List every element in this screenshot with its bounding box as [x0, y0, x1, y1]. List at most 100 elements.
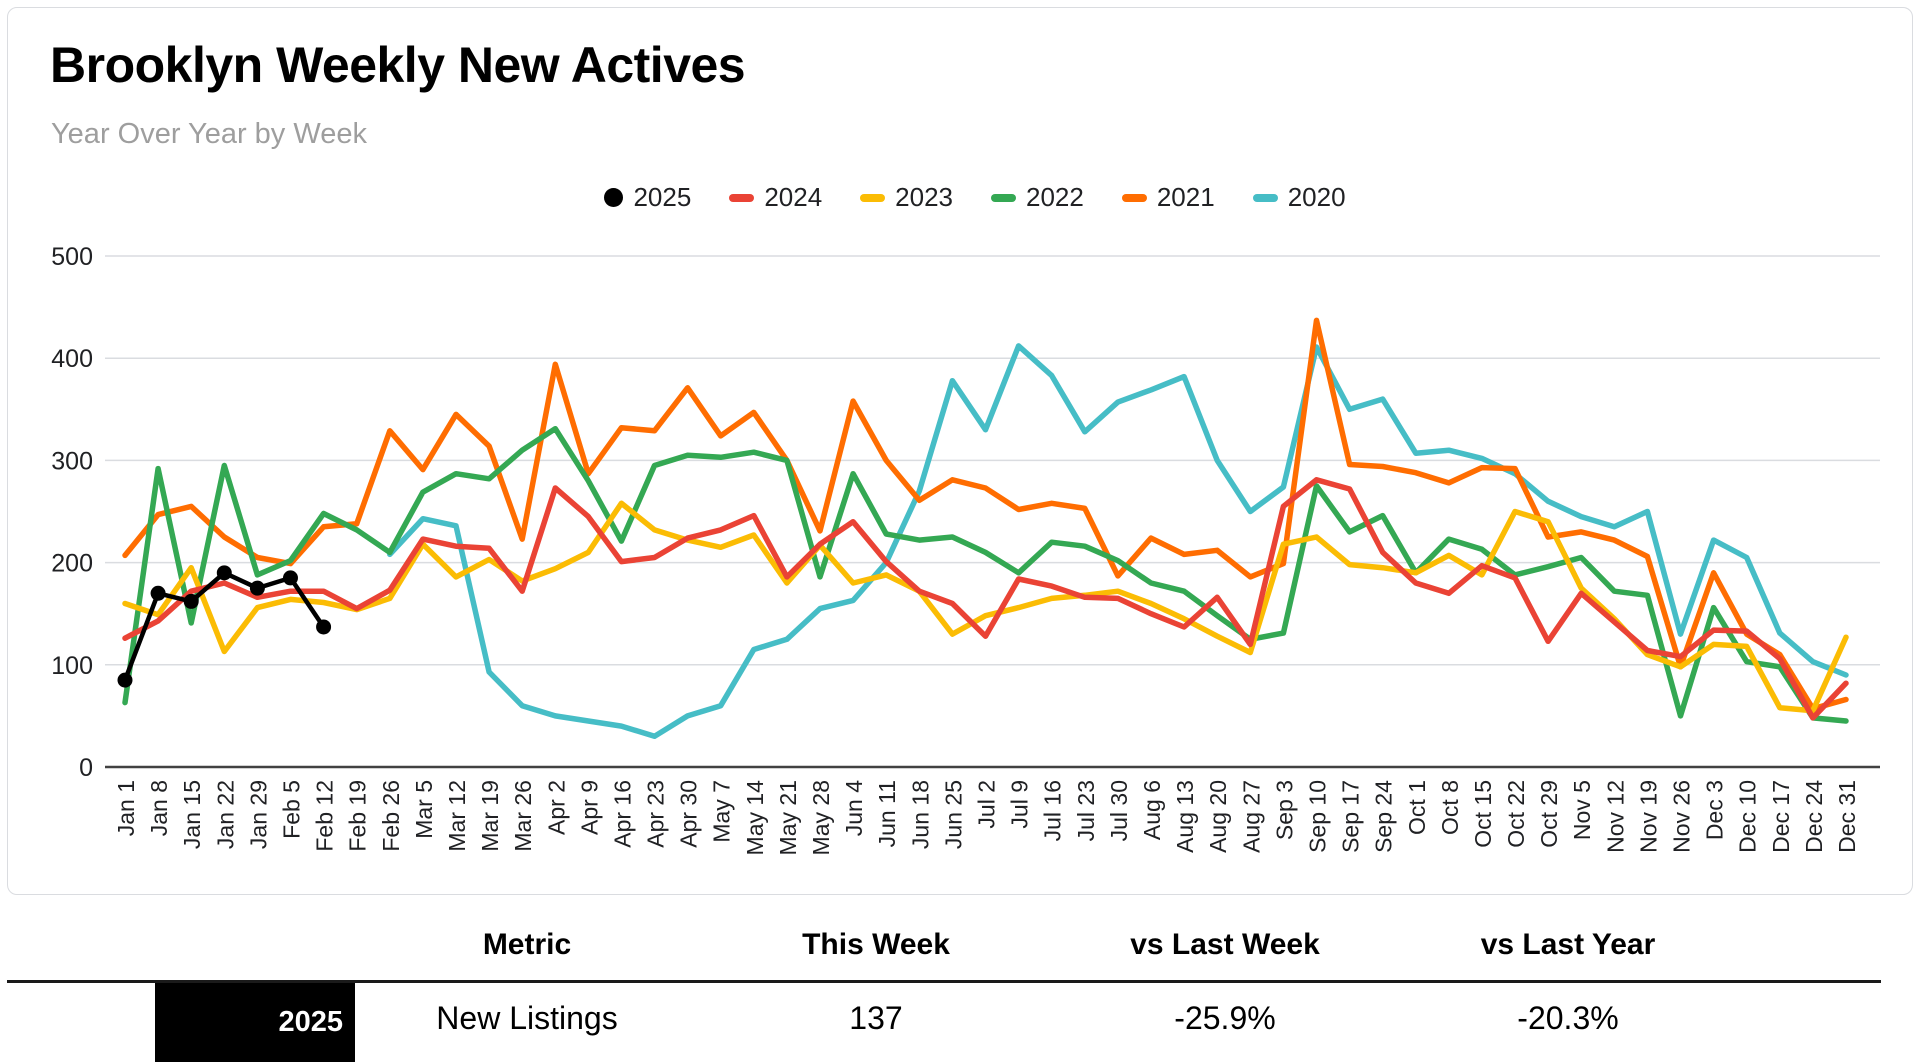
x-tick-label-feb-19: Feb 19: [345, 780, 371, 852]
legend-item-2024[interactable]: 2024: [729, 182, 822, 213]
series-line-2020: [387, 343, 1849, 740]
legend-swatch-2022: [991, 193, 1016, 202]
chart-card: [7, 7, 1913, 895]
series-point-2025-jan-29: [249, 580, 265, 596]
x-tick-label-apr-30: Apr 30: [676, 780, 702, 848]
legend-label: 2024: [764, 182, 823, 212]
x-tick-label-oct-15: Oct 15: [1470, 780, 1496, 848]
series-line-2022: [122, 425, 1849, 724]
chart-title: Brooklyn Weekly New Actives: [50, 37, 746, 93]
col-header-metric: Metric: [482, 928, 572, 961]
y-tick-label-300: 300: [51, 447, 93, 475]
x-tick-label-jan-8: Jan 8: [146, 780, 172, 836]
x-tick-label-jun-18: Jun 18: [907, 780, 933, 849]
table-separator: [7, 980, 1881, 983]
x-tick-label-dec-31: Dec 31: [1834, 780, 1860, 853]
legend-label: 2022: [1026, 182, 1084, 212]
x-tick-label-feb-12: Feb 12: [312, 780, 338, 852]
y-tick-label-200: 200: [51, 550, 93, 578]
x-tick-label-sep-3: Sep 3: [1271, 780, 1297, 840]
x-tick-label-may-7: May 7: [709, 780, 735, 843]
y-tick-label-500: 500: [51, 243, 93, 271]
x-tick-label-oct-22: Oct 22: [1503, 780, 1529, 848]
x-tick-label-jan-15: Jan 15: [179, 780, 205, 849]
x-tick-label-apr-16: Apr 16: [609, 780, 635, 848]
x-tick-label-apr-9: Apr 9: [576, 780, 602, 835]
legend-item-2020[interactable]: 2020: [1252, 182, 1346, 213]
legend-item-2023[interactable]: 2023: [860, 182, 953, 213]
x-tick-label-oct-8: Oct 8: [1437, 780, 1463, 835]
x-tick-label-jun-11: Jun 11: [874, 780, 900, 847]
x-tick-label-aug-20: Aug 20: [1205, 780, 1231, 853]
legend-item-2025[interactable]: 2025: [604, 182, 691, 213]
legend-item-2021[interactable]: 2021: [1121, 182, 1215, 213]
col-header-vs-last-year: vs Last Year: [1480, 928, 1656, 961]
x-tick-label-nov-12: Nov 12: [1602, 780, 1628, 853]
legend-swatch-2025: [604, 188, 624, 207]
x-tick-label-dec-10: Dec 10: [1735, 780, 1761, 853]
x-tick-label-dec-3: Dec 3: [1702, 780, 1728, 840]
x-tick-label-nov-5: Nov 5: [1569, 780, 1595, 840]
year-badge-label: 2025: [278, 1006, 343, 1038]
series-point-2025-jan-8: [150, 585, 166, 601]
cell-metric: New Listings: [436, 1000, 618, 1036]
x-tick-label-oct-1: Oct 1: [1404, 780, 1430, 835]
x-tick-label-jan-22: Jan 22: [212, 780, 238, 849]
chart-subtitle: Year Over Year by Week: [51, 118, 367, 150]
legend-item-2022[interactable]: 2022: [991, 182, 1084, 213]
x-tick-label-jul-16: Jul 16: [1040, 780, 1066, 841]
series-line-2023: [122, 500, 1849, 714]
series-point-2025-feb-5: [282, 570, 298, 586]
chart-legend: 2025 2024 2023 2022 2021 2020: [560, 182, 1390, 213]
x-tick-label-nov-19: Nov 19: [1635, 780, 1661, 853]
x-tick-label-jun-25: Jun 25: [940, 780, 966, 849]
series-point-2025-jan-15: [183, 593, 199, 609]
x-tick-label-jul-23: Jul 23: [1073, 780, 1099, 841]
x-tick-label-oct-29: Oct 29: [1536, 780, 1562, 848]
x-tick-label-sep-10: Sep 10: [1304, 780, 1330, 853]
series-point-2025-jan-22: [216, 565, 232, 581]
x-tick-label-aug-6: Aug 6: [1139, 780, 1165, 840]
x-tick-label-may-28: May 28: [808, 780, 834, 855]
cell-this-week: 137: [849, 1000, 903, 1036]
x-tick-label-aug-27: Aug 27: [1238, 780, 1264, 853]
legend-label: 2023: [895, 182, 953, 212]
year-badge: 2025: [155, 983, 355, 1062]
x-tick-label-jul-9: Jul 9: [1007, 780, 1033, 829]
x-tick-label-mar-19: Mar 19: [477, 780, 503, 852]
x-tick-label-jul-30: Jul 30: [1106, 780, 1132, 841]
y-tick-label-0: 0: [79, 754, 93, 782]
x-tick-label-jul-2: Jul 2: [974, 780, 1000, 829]
col-header-vs-last-week: vs Last Week: [1130, 928, 1320, 961]
legend-swatch-2021: [1121, 193, 1147, 202]
series-point-2025-jan-1: [117, 672, 133, 688]
x-tick-label-dec-17: Dec 17: [1768, 780, 1794, 853]
x-tick-label-mar-12: Mar 12: [444, 780, 470, 852]
x-tick-label-mar-26: Mar 26: [510, 780, 536, 852]
col-header-this-week: This Week: [802, 928, 950, 961]
x-tick-label-mar-5: Mar 5: [411, 780, 437, 839]
x-tick-label-apr-23: Apr 23: [643, 780, 669, 848]
legend-swatch-2024: [729, 193, 755, 202]
x-tick-label-aug-13: Aug 13: [1172, 780, 1198, 853]
x-tick-label-jun-4: Jun 4: [841, 780, 867, 836]
cell-vs-last-year: -20.3%: [1517, 1000, 1619, 1036]
x-tick-label-feb-26: Feb 26: [378, 780, 404, 852]
series-line-2021: [122, 317, 1849, 712]
x-tick-label-feb-5: Feb 5: [278, 780, 304, 839]
x-tick-label-sep-17: Sep 17: [1338, 780, 1364, 853]
legend-label: 2025: [633, 182, 692, 212]
cell-vs-last-week: -25.9%: [1174, 1000, 1276, 1036]
x-tick-label-may-14: May 14: [742, 780, 768, 856]
legend-label: 2020: [1287, 182, 1346, 212]
y-tick-label-100: 100: [51, 652, 93, 680]
x-tick-label-nov-26: Nov 26: [1669, 780, 1695, 853]
x-tick-label-may-21: May 21: [775, 780, 801, 855]
legend-label: 2021: [1156, 182, 1215, 212]
x-tick-label-sep-24: Sep 24: [1371, 780, 1397, 853]
series-line-2024: [122, 477, 1849, 721]
series-point-2025-feb-12: [316, 619, 332, 635]
x-tick-label-dec-24: Dec 24: [1801, 780, 1827, 853]
line-chart: 0 100 200 300 400 500 Jan 1 Jan 8 Jan 15 Jan 22 Ja…: [51, 243, 1880, 856]
